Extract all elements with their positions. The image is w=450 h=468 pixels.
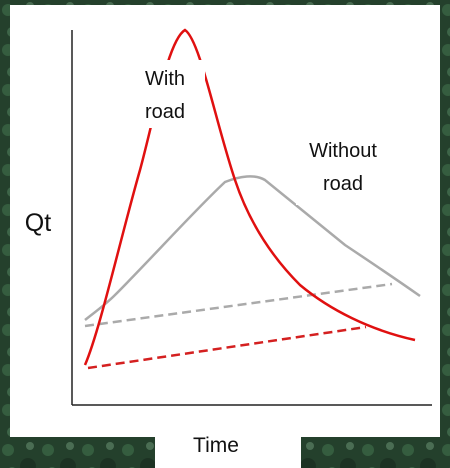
- curve-label: With: [145, 68, 185, 90]
- y-axis-label: Qt: [25, 209, 51, 237]
- x-axis-label: Time: [193, 434, 239, 457]
- panel: [10, 5, 440, 437]
- curve-label: road: [323, 173, 363, 195]
- diagram: With road Without road Qt Time: [0, 0, 450, 468]
- page: With road Without road Qt Time (() => { …: [0, 0, 450, 468]
- curve-label: road: [145, 101, 185, 123]
- curve-label: Without: [309, 140, 377, 162]
